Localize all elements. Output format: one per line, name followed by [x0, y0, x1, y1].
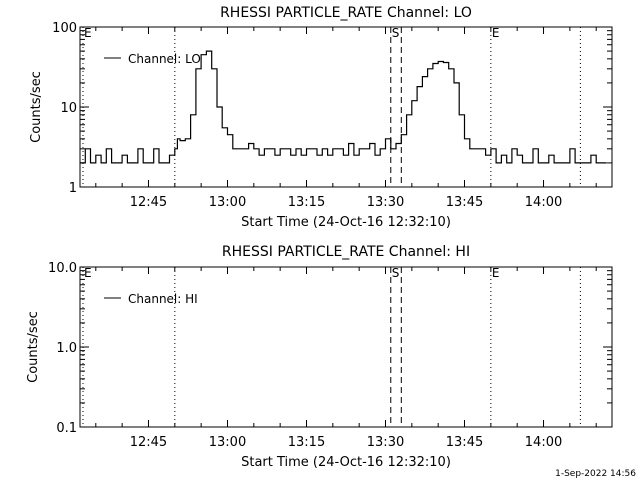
- panel-lo-marker-label: E: [84, 26, 92, 40]
- panel-lo-ylabel: Counts/sec: [29, 71, 44, 143]
- panel-hi-x-tick-label: 13:15: [288, 435, 325, 450]
- panel-hi-xlabel: Start Time (24-Oct-16 12:32:10): [241, 455, 451, 470]
- footer-timestamp: 1-Sep-2022 14:56: [555, 469, 636, 479]
- panel-lo-y-tick-label: 100: [52, 21, 77, 36]
- panel-hi-ylabel: Counts/sec: [26, 311, 41, 383]
- panel-hi: RHESSI PARTICLE_RATE Channel: HI Counts/…: [26, 244, 613, 470]
- panel-lo-x-tick-label: 12:45: [130, 195, 167, 210]
- panel-hi-y-tick-label: 10.0: [48, 261, 77, 276]
- panel-lo-xlabel: Start Time (24-Oct-16 12:32:10): [241, 215, 451, 230]
- panel-lo-x-tick-label: 13:45: [446, 195, 483, 210]
- panel-lo-marker-label: E: [492, 26, 500, 40]
- panel-hi-x-tick-label: 13:45: [446, 435, 483, 450]
- panel-hi-marker-label: S: [392, 266, 400, 280]
- panel-lo-y-tick-label: 1: [69, 181, 77, 196]
- panel-hi-legend-label: Channel: HI: [128, 292, 198, 306]
- panel-lo-y-tick-label: 10: [60, 101, 77, 116]
- panel-lo: RHESSI PARTICLE_RATE Channel: LO Counts/…: [29, 5, 613, 230]
- panel-hi-y-tick-label: 1.0: [56, 341, 77, 356]
- panel-lo-x-tick-label: 13:00: [209, 195, 246, 210]
- panel-hi-marker-label: E: [84, 266, 92, 280]
- panel-lo-series-line: [80, 50, 607, 164]
- panel-hi-marker-label: E: [492, 266, 500, 280]
- panel-hi-axes-frame: [79, 266, 613, 428]
- panel-hi-title: RHESSI PARTICLE_RATE Channel: HI: [222, 244, 470, 260]
- panel-lo-legend-label: Channel: LO: [128, 52, 201, 66]
- panel-hi-x-tick-label: 13:00: [209, 435, 246, 450]
- panel-lo-x-tick-label: 14:00: [525, 195, 562, 210]
- panel-hi-x-tick-label: 13:30: [367, 435, 404, 450]
- panel-lo-x-tick-label: 13:30: [367, 195, 404, 210]
- panel-lo-marker-label: S: [392, 26, 400, 40]
- panel-hi-y-tick-label: 0.1: [56, 421, 77, 436]
- panel-hi-x-tick-label: 14:00: [525, 435, 562, 450]
- panel-lo-title: RHESSI PARTICLE_RATE Channel: LO: [220, 5, 472, 21]
- panel-hi-x-tick-label: 12:45: [130, 435, 167, 450]
- panel-lo-x-tick-label: 13:15: [288, 195, 325, 210]
